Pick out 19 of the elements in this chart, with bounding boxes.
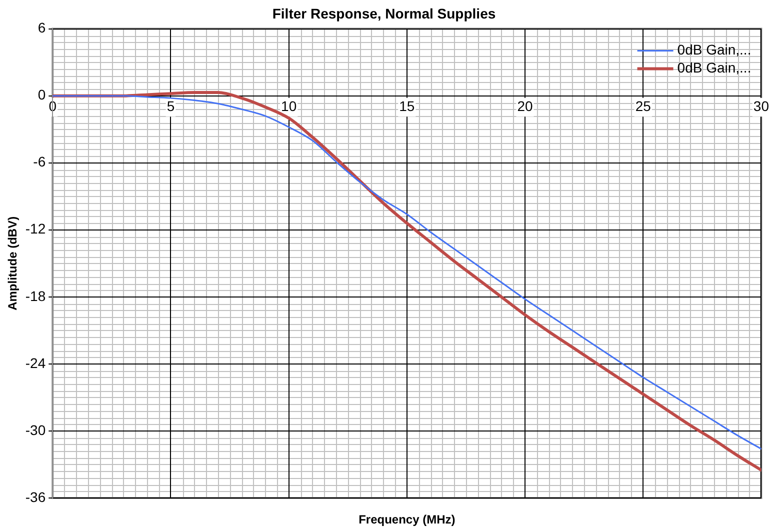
x-tick-label: 10 — [281, 98, 297, 114]
x-tick-label: 15 — [399, 98, 415, 114]
x-tick-label: 30 — [753, 98, 770, 114]
x-tick-label: 5 — [166, 98, 175, 114]
y-tick-label: -36 — [25, 488, 46, 505]
x-axis-title: Frequency (MHz) — [358, 512, 456, 526]
y-tick-label: -6 — [33, 154, 46, 170]
legend-label: 0dB Gain,... — [677, 42, 752, 58]
chart-title: Filter Response, Normal Supplies — [272, 5, 496, 22]
y-tick-label: -12 — [25, 220, 46, 237]
y-tick-label: -18 — [25, 288, 46, 304]
y-tick-label: -24 — [25, 354, 46, 371]
y-axis-title: Amplitude (dBV) — [6, 216, 20, 310]
y-tick-label: -30 — [25, 422, 46, 438]
y-tick-label: 6 — [38, 20, 46, 36]
x-tick-label: 20 — [517, 98, 534, 114]
y-tick-label: 0 — [38, 86, 46, 103]
legend-label: 0dB Gain,... — [677, 60, 752, 76]
x-tick-label: 25 — [635, 98, 652, 114]
